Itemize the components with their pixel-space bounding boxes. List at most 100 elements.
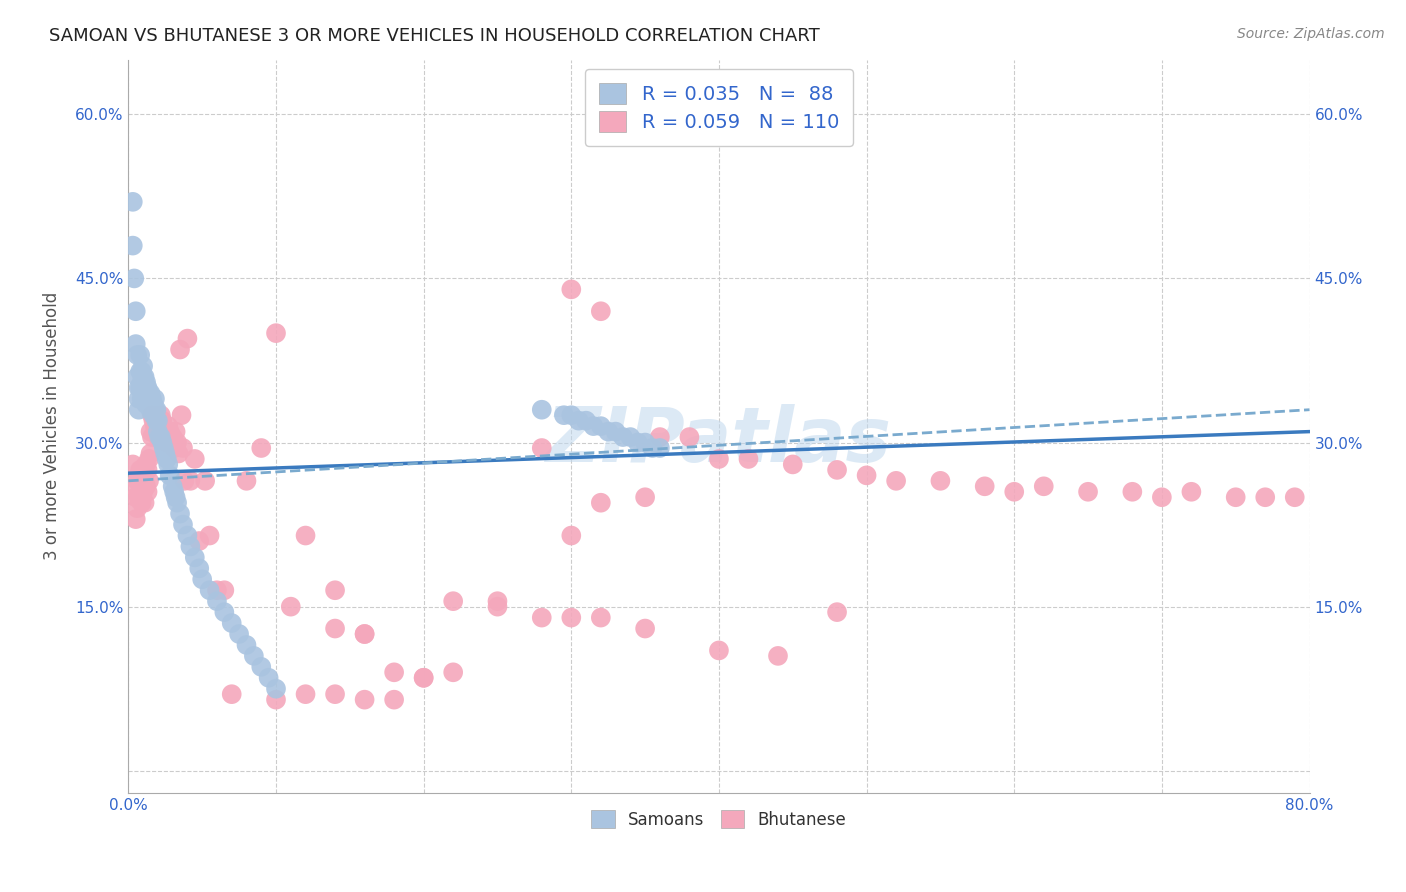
Point — [1180, 484, 1202, 499]
Point — [134, 381, 156, 395]
Point — [136, 386, 159, 401]
Point — [132, 381, 155, 395]
Point — [156, 452, 179, 467]
Point — [486, 594, 509, 608]
Point — [125, 304, 148, 318]
Point — [530, 441, 553, 455]
Point — [131, 376, 153, 390]
Point — [141, 430, 163, 444]
Point — [143, 419, 166, 434]
Point — [221, 616, 243, 631]
Point — [191, 572, 214, 586]
Point — [141, 408, 163, 422]
Point — [125, 512, 148, 526]
Point — [125, 490, 148, 504]
Point — [129, 484, 152, 499]
Point — [634, 622, 657, 636]
Point — [159, 425, 181, 439]
Point — [441, 594, 464, 608]
Point — [766, 648, 789, 663]
Point — [131, 474, 153, 488]
Point — [132, 484, 155, 499]
Point — [165, 490, 187, 504]
Point — [163, 484, 186, 499]
Point — [250, 441, 273, 455]
Point — [138, 386, 160, 401]
Point — [323, 583, 346, 598]
Point — [1032, 479, 1054, 493]
Point — [568, 414, 591, 428]
Point — [228, 627, 250, 641]
Point — [128, 490, 150, 504]
Point — [124, 271, 146, 285]
Point — [162, 430, 184, 444]
Point — [121, 458, 143, 472]
Point — [184, 550, 207, 565]
Point — [855, 468, 877, 483]
Point — [184, 452, 207, 467]
Point — [250, 660, 273, 674]
Point — [264, 692, 287, 706]
Point — [323, 687, 346, 701]
Point — [136, 397, 159, 411]
Point — [128, 381, 150, 395]
Point — [142, 414, 165, 428]
Point — [1150, 490, 1173, 504]
Point — [129, 463, 152, 477]
Point — [737, 452, 759, 467]
Point — [612, 430, 634, 444]
Point — [707, 643, 730, 657]
Point — [131, 496, 153, 510]
Point — [1254, 490, 1277, 504]
Point — [134, 370, 156, 384]
Point — [169, 343, 191, 357]
Point — [145, 425, 167, 439]
Point — [142, 408, 165, 422]
Point — [155, 446, 177, 460]
Point — [235, 474, 257, 488]
Point — [129, 348, 152, 362]
Point — [605, 425, 627, 439]
Point — [157, 419, 180, 434]
Point — [134, 474, 156, 488]
Point — [825, 605, 848, 619]
Point — [149, 408, 172, 422]
Point — [129, 364, 152, 378]
Point — [353, 627, 375, 641]
Point — [412, 671, 434, 685]
Point — [121, 238, 143, 252]
Point — [929, 474, 952, 488]
Point — [166, 496, 188, 510]
Point — [136, 381, 159, 395]
Point — [243, 648, 266, 663]
Point — [149, 430, 172, 444]
Point — [575, 414, 598, 428]
Point — [648, 430, 671, 444]
Point — [198, 583, 221, 598]
Point — [121, 194, 143, 209]
Point — [530, 610, 553, 624]
Point — [1225, 490, 1247, 504]
Point — [135, 397, 157, 411]
Point — [139, 446, 162, 460]
Point — [159, 468, 181, 483]
Point — [139, 402, 162, 417]
Point — [294, 687, 316, 701]
Point — [634, 435, 657, 450]
Point — [139, 386, 162, 401]
Point — [139, 392, 162, 406]
Point — [264, 326, 287, 340]
Point — [582, 419, 605, 434]
Point — [825, 463, 848, 477]
Legend: Samoans, Bhutanese: Samoans, Bhutanese — [585, 804, 853, 836]
Point — [188, 534, 211, 549]
Point — [214, 583, 236, 598]
Point — [135, 479, 157, 493]
Point — [156, 435, 179, 450]
Point — [176, 332, 198, 346]
Point — [135, 376, 157, 390]
Point — [598, 425, 620, 439]
Point — [148, 419, 170, 434]
Point — [146, 425, 169, 439]
Point — [155, 430, 177, 444]
